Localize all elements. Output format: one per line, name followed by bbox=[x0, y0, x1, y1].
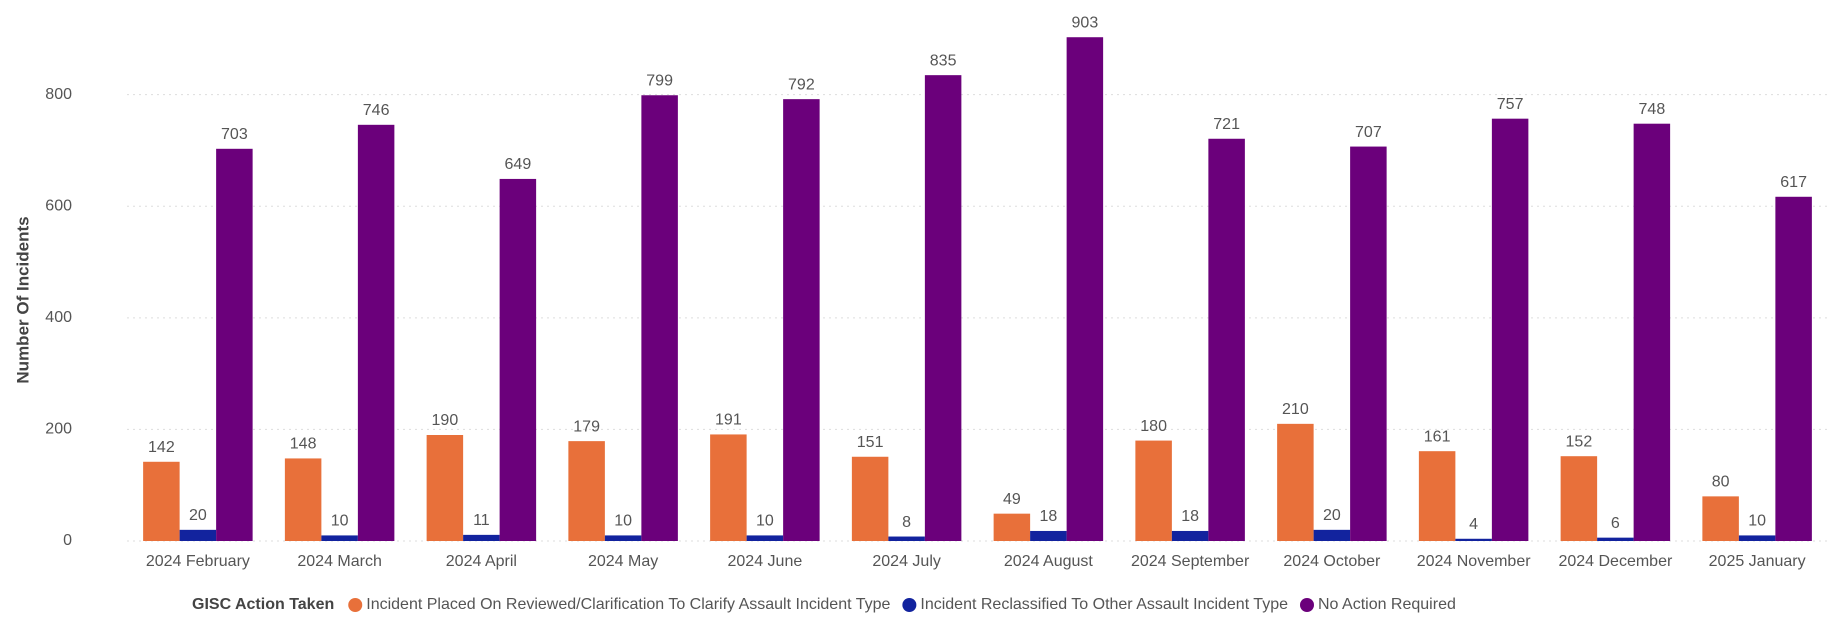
bar bbox=[1455, 538, 1492, 541]
bar bbox=[888, 536, 925, 541]
bar bbox=[1597, 537, 1634, 541]
bar bbox=[1313, 529, 1351, 541]
legend-label: Incident Placed On Reviewed/Clarificatio… bbox=[366, 596, 890, 613]
bar bbox=[1775, 196, 1812, 542]
x-tick-label: 2024 June bbox=[728, 553, 803, 570]
bar bbox=[924, 75, 962, 541]
data-label: 4 bbox=[1469, 516, 1478, 533]
data-label: 748 bbox=[1639, 101, 1666, 118]
data-label: 707 bbox=[1355, 124, 1382, 141]
x-tick-label: 2024 May bbox=[588, 553, 658, 570]
data-label: 148 bbox=[290, 436, 317, 453]
data-label: 10 bbox=[1748, 513, 1766, 530]
y-axis-label: Number Of Incidents bbox=[13, 216, 32, 383]
x-tick-label: 2024 April bbox=[446, 553, 517, 570]
bar bbox=[1171, 530, 1209, 541]
x-tick-label: 2024 October bbox=[1283, 553, 1381, 570]
legend-marker bbox=[1300, 598, 1314, 612]
data-label: 152 bbox=[1566, 433, 1593, 450]
data-label: 11 bbox=[473, 512, 490, 529]
bar bbox=[357, 124, 395, 542]
y-tick-label: 400 bbox=[45, 309, 72, 326]
data-label: 703 bbox=[221, 126, 248, 143]
legend-title: GISC Action Taken bbox=[192, 596, 334, 613]
x-tick-label: 2024 February bbox=[146, 553, 250, 570]
bar bbox=[1491, 118, 1529, 542]
data-label: 49 bbox=[1003, 491, 1021, 508]
legend-marker bbox=[348, 598, 363, 612]
data-label: 190 bbox=[432, 412, 459, 429]
bar bbox=[1135, 440, 1172, 541]
bar bbox=[641, 95, 678, 542]
data-label: 757 bbox=[1497, 96, 1524, 113]
x-tick-label: 2024 August bbox=[1004, 553, 1094, 570]
data-label: 179 bbox=[573, 418, 600, 435]
data-label: 792 bbox=[788, 76, 815, 93]
bar bbox=[426, 435, 464, 541]
bar bbox=[179, 529, 217, 541]
legend-label: No Action Required bbox=[1318, 596, 1456, 613]
data-label: 151 bbox=[857, 434, 884, 451]
x-tick-label: 2024 September bbox=[1131, 553, 1250, 570]
bar bbox=[1066, 37, 1104, 541]
data-label: 10 bbox=[756, 513, 774, 530]
bar bbox=[1418, 451, 1456, 541]
bar bbox=[1560, 456, 1598, 541]
bar bbox=[216, 148, 253, 542]
data-label: 210 bbox=[1282, 401, 1309, 418]
data-label: 161 bbox=[1424, 428, 1451, 445]
data-label: 6 bbox=[1611, 515, 1620, 532]
data-label: 18 bbox=[1039, 508, 1057, 525]
data-label: 903 bbox=[1072, 14, 1099, 31]
data-label: 80 bbox=[1712, 474, 1730, 491]
data-label: 835 bbox=[930, 52, 957, 69]
data-label: 799 bbox=[646, 72, 673, 89]
bar bbox=[1702, 496, 1739, 541]
bar bbox=[463, 534, 500, 541]
bar bbox=[321, 535, 358, 541]
data-label: 10 bbox=[614, 513, 632, 530]
data-label: 18 bbox=[1181, 508, 1199, 525]
bar bbox=[568, 441, 605, 541]
data-label: 10 bbox=[331, 513, 349, 530]
x-tick-label: 2025 January bbox=[1709, 553, 1806, 570]
data-label: 20 bbox=[1323, 507, 1341, 524]
bar bbox=[1208, 138, 1245, 542]
bar bbox=[783, 99, 820, 541]
data-label: 617 bbox=[1780, 174, 1807, 191]
bar bbox=[1738, 535, 1776, 541]
bar bbox=[604, 535, 642, 541]
bar bbox=[1350, 146, 1387, 541]
data-label: 721 bbox=[1213, 116, 1240, 133]
bar bbox=[143, 461, 180, 541]
data-label: 142 bbox=[148, 439, 175, 456]
bar bbox=[1633, 123, 1671, 542]
data-label: 649 bbox=[505, 156, 532, 173]
bar bbox=[1277, 423, 1314, 541]
y-tick-label: 200 bbox=[45, 421, 72, 438]
x-tick-label: 2024 July bbox=[872, 553, 941, 570]
bar bbox=[993, 513, 1031, 541]
y-tick-label: 0 bbox=[63, 532, 72, 549]
data-label: 746 bbox=[363, 102, 390, 119]
bar bbox=[746, 535, 784, 541]
data-label: 191 bbox=[715, 412, 742, 429]
bar bbox=[284, 458, 322, 541]
bar bbox=[499, 178, 537, 541]
bar bbox=[710, 434, 747, 541]
data-label: 20 bbox=[189, 507, 207, 524]
legend-label: Incident Reclassified To Other Assault I… bbox=[920, 596, 1288, 613]
x-tick-label: 2024 March bbox=[297, 553, 382, 570]
y-tick-label: 800 bbox=[45, 86, 72, 103]
x-tick-label: 2024 December bbox=[1558, 553, 1673, 570]
data-label: 180 bbox=[1140, 418, 1167, 435]
legend-marker bbox=[902, 598, 917, 612]
bar bbox=[851, 456, 889, 541]
data-label: 8 bbox=[902, 514, 911, 531]
y-tick-label: 600 bbox=[45, 197, 72, 214]
bar bbox=[1030, 530, 1067, 541]
x-tick-label: 2024 November bbox=[1417, 553, 1532, 570]
